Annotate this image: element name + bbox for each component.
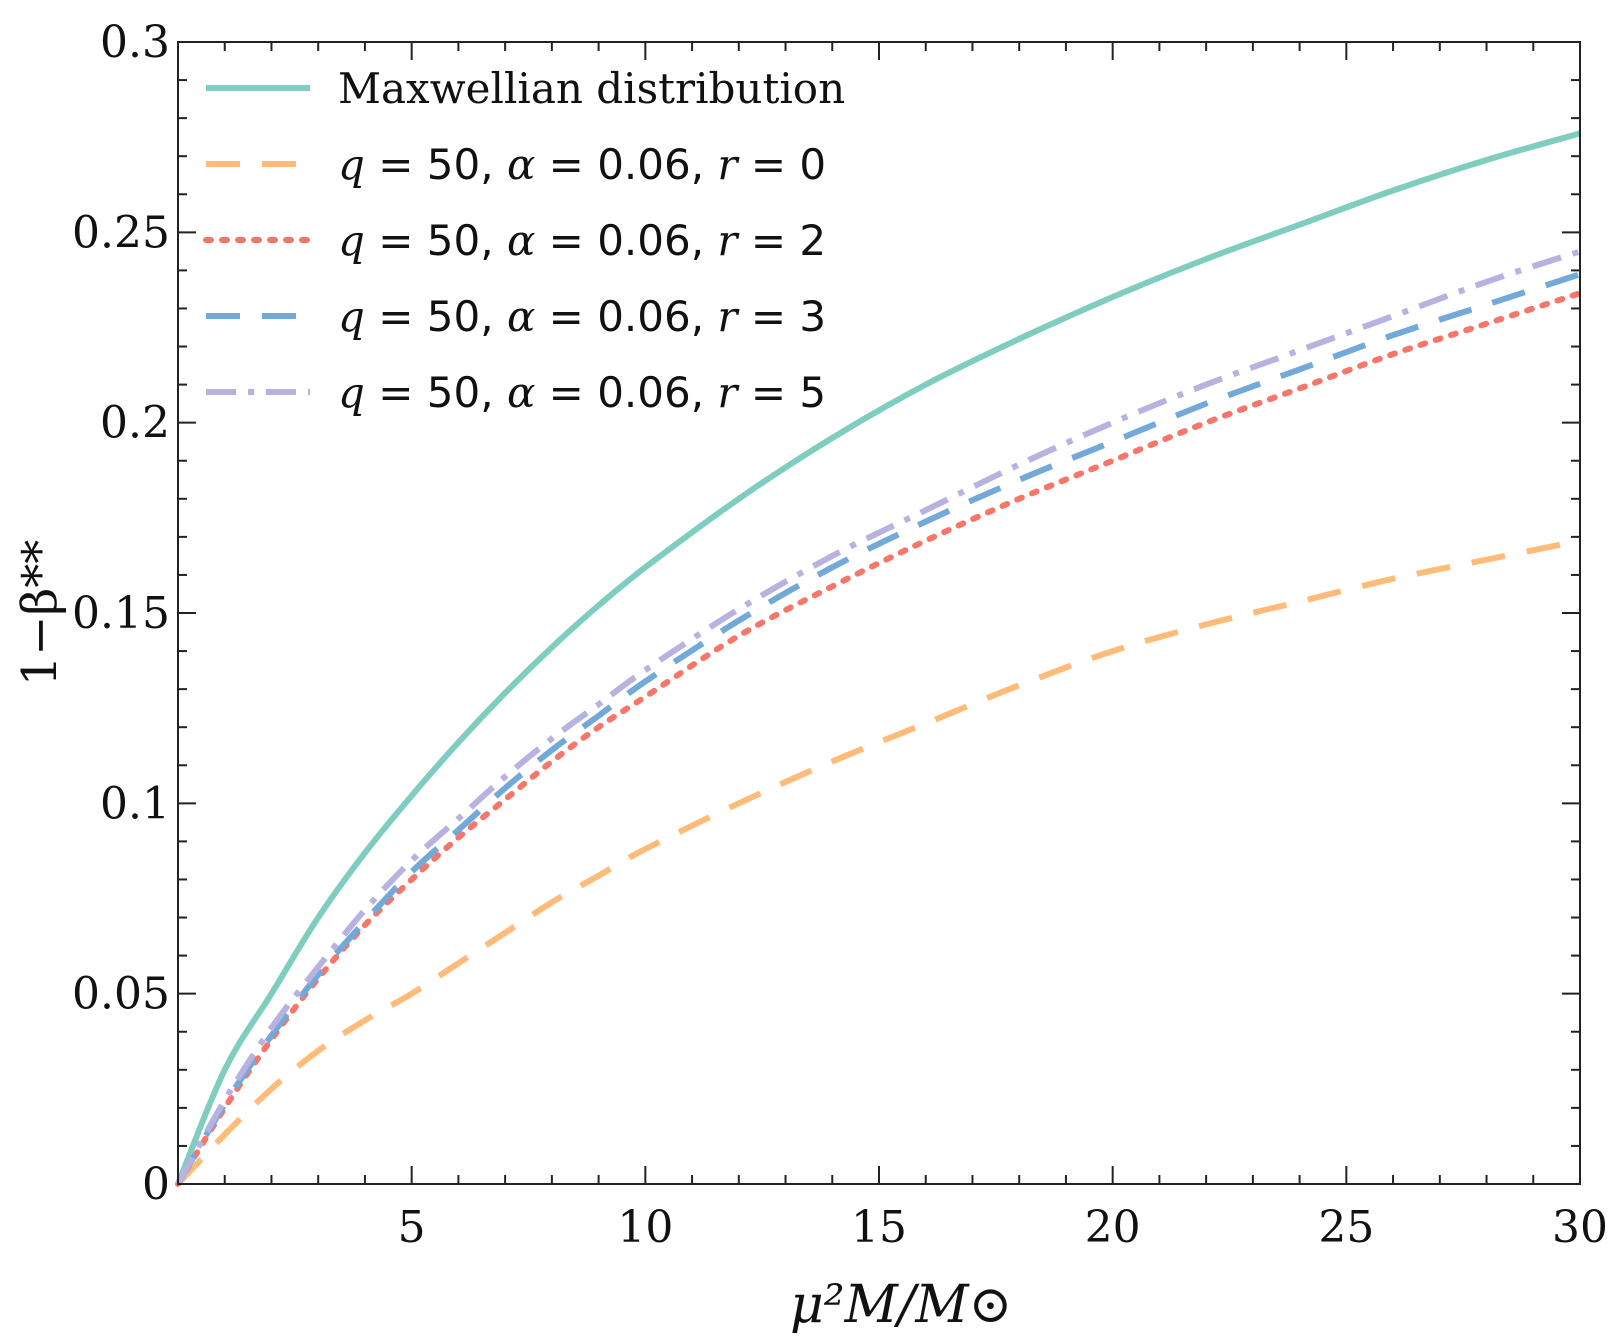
x-axis-label: μ²M/M⊙	[790, 1275, 1012, 1335]
legend: Maxwellian distribution q = 50, α = 0.06,…	[203, 64, 845, 417]
series-line-1	[175, 537, 1581, 1187]
series-line-0	[175, 130, 1581, 1186]
series-line-2	[175, 290, 1583, 1187]
legend-label-0: Maxwellian distribution	[338, 64, 845, 113]
y-tick-label: 0.2	[100, 398, 170, 449]
x-tick-label: 25	[1318, 1202, 1374, 1253]
legend-label-2: q = 50, α = 0.06, r = 2	[338, 216, 826, 265]
y-tick-label: 0.3	[100, 17, 170, 68]
x-tick-label: 10	[617, 1202, 673, 1253]
legend-label-3: q = 50, α = 0.06, r = 3	[338, 292, 826, 341]
legend-label-4: q = 50, α = 0.06, r = 5	[338, 368, 826, 417]
axis-ticks	[178, 42, 1580, 1184]
series-line-3	[175, 271, 1581, 1186]
x-tick-label: 15	[851, 1202, 907, 1253]
y-tick-label: 0.25	[72, 207, 170, 258]
x-tick-label: 20	[1085, 1202, 1141, 1253]
y-tick-label: 0	[142, 1159, 170, 1210]
y-tick-label: 0.15	[72, 588, 170, 639]
y-tick-label: 0.05	[72, 969, 170, 1020]
y-tick-labels: 0 0.05 0.1 0.15 0.2 0.25 0.3	[72, 17, 170, 1210]
legend-label-1: q = 50, α = 0.06, r = 0	[338, 140, 826, 189]
plot-frame	[177, 41, 1581, 1185]
x-tick-labels: 5 10 15 20 25 30	[398, 1202, 1608, 1253]
x-tick-label: 5	[398, 1202, 426, 1253]
plot-lines	[175, 130, 1583, 1187]
y-axis-label: 1−β**	[12, 540, 68, 687]
x-tick-label: 30	[1552, 1202, 1608, 1253]
series-line-4	[175, 248, 1581, 1186]
y-tick-label: 0.1	[100, 778, 170, 829]
